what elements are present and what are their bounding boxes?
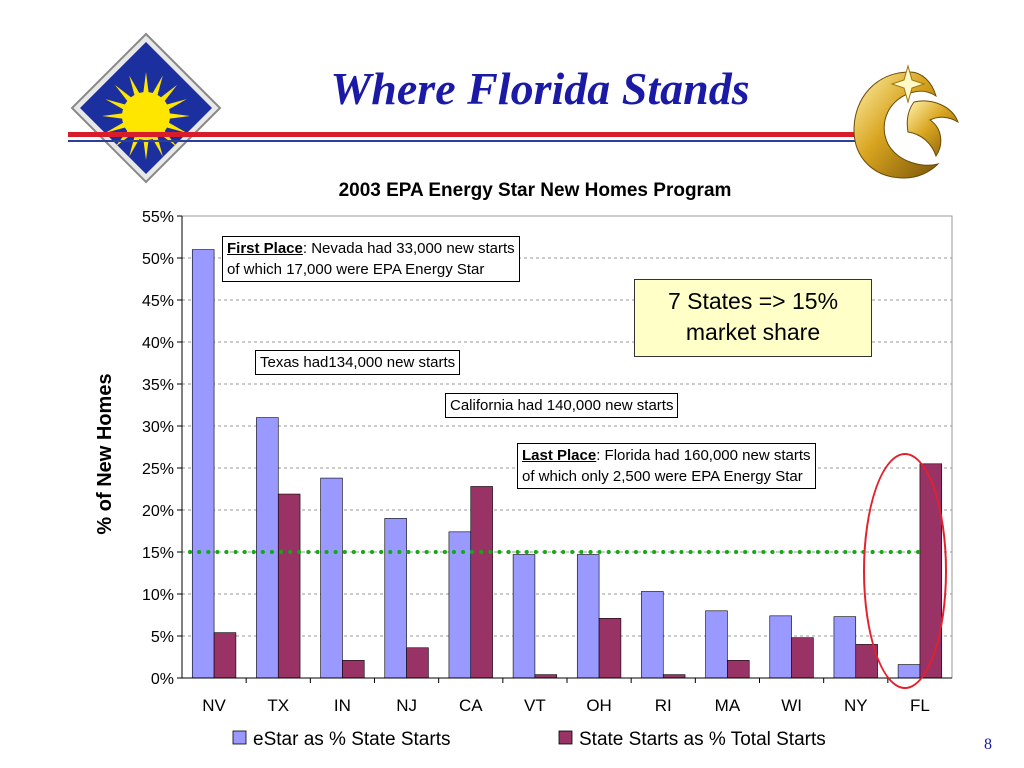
sun-seal-logo [70,32,222,184]
y-tick-label: 10% [142,587,174,604]
first-place-line2: of which 17,000 were EPA Energy Star [227,261,485,278]
x-tick-label-in: IN [334,696,351,715]
first-place-label: First Place [227,240,303,257]
header-rule-red [68,132,856,137]
y-tick-label: 5% [151,629,174,646]
bar-estar-ca [448,531,472,679]
legend-label-estar: eStar as % State Starts [253,729,450,750]
y-tick-label: 50% [142,251,174,268]
bar-estar-oh [576,554,600,679]
y-tick-label: 40% [142,335,174,352]
x-tick-label-nv: NV [202,696,226,715]
chart-title: 2003 EPA Energy Star New Homes Program [339,180,732,201]
texas-text: Texas had134,000 new starts [260,354,456,371]
last-place-line2: of which only 2,500 were EPA Energy Star [522,468,803,485]
sun-ray [129,75,141,97]
y-tick-label: 15% [142,545,174,562]
x-tick-label-wi: WI [781,696,802,715]
sun-ray [159,84,178,103]
y-tick-label: 45% [142,293,174,310]
bar-estar-ri [641,591,664,679]
y-axis-label: % of New Homes [94,373,116,534]
last-place-line1: : Florida had 160,000 new starts [596,447,811,464]
bar-estar-wi [769,615,792,679]
legend-label-state-share: State Starts as % Total Starts [579,729,826,750]
bar-state-share-ri [662,674,686,679]
pegasus-logo [853,64,959,179]
legend-swatch-state-share [558,730,573,745]
x-tick-label-oh: OH [586,696,612,715]
x-tick-label-ma: MA [715,696,741,715]
sun-ray [105,121,127,133]
california-text: California had 140,000 new starts [450,397,674,414]
sun-ray [167,113,190,119]
florida-highlight-ellipse [863,453,947,689]
bar-state-share-oh [598,618,622,679]
x-tick-label-ny: NY [844,696,868,715]
bar-estar-in [320,477,343,679]
sun-ray [143,72,149,95]
sun-ray [165,121,187,133]
sun-ray [143,137,149,160]
legend-swatch-estar [232,730,247,745]
x-tick-label-vt: VT [524,696,546,715]
bar-estar-tx [256,417,279,679]
annotation-california: California had 140,000 new starts [445,393,679,418]
y-tick-label: 35% [142,377,174,394]
page-number: 8 [984,736,992,753]
x-tick-label-ca: CA [459,696,483,715]
bar-state-share-ma [727,660,750,679]
sun-ray [165,99,187,111]
x-tick-label-tx: TX [267,696,289,715]
bar-state-share-nv [213,632,237,679]
slide-title: Where Florida Stands [330,63,750,114]
sun-ray [105,99,127,111]
annotation-texas: Texas had134,000 new starts [255,350,461,375]
bar-state-share-wi [791,637,814,679]
market-share-callout: 7 States => 15% market share [634,279,872,357]
bar-state-share-ca [470,486,493,679]
sun-ray [102,113,125,119]
bar-estar-nj [384,518,407,679]
bar-state-share-in [342,660,365,679]
bar-estar-ma [705,610,728,679]
header-rule-blue [68,140,856,142]
market-share-line2: market share [685,319,821,345]
y-tick-label: 25% [142,461,174,478]
last-place-label: Last Place [522,447,597,464]
y-tick-label: 20% [142,503,174,520]
annotation-last-place: Last Place: Florida had 160,000 new star… [517,443,816,489]
y-tick-label: 30% [142,419,174,436]
market-share-line1: 7 States => 15% [667,288,839,314]
x-tick-label-ri: RI [655,696,672,715]
bar-estar-ny [833,616,857,679]
sun-ray [151,75,163,97]
x-tick-label-nj: NJ [396,696,417,715]
bar-estar-nv [191,249,215,679]
y-tick-label: 55% [142,209,174,226]
sun-ray [114,84,133,103]
bar-state-share-tx [277,493,301,679]
x-tick-label-fl: FL [910,696,930,715]
bar-state-share-nj [406,647,429,679]
bar-state-share-vt [534,674,558,679]
y-tick-label: 0% [151,671,174,688]
first-place-line1: : Nevada had 33,000 new starts [302,240,515,257]
annotation-first-place: First Place: Nevada had 33,000 new start… [222,236,520,282]
bar-estar-vt [512,554,536,679]
